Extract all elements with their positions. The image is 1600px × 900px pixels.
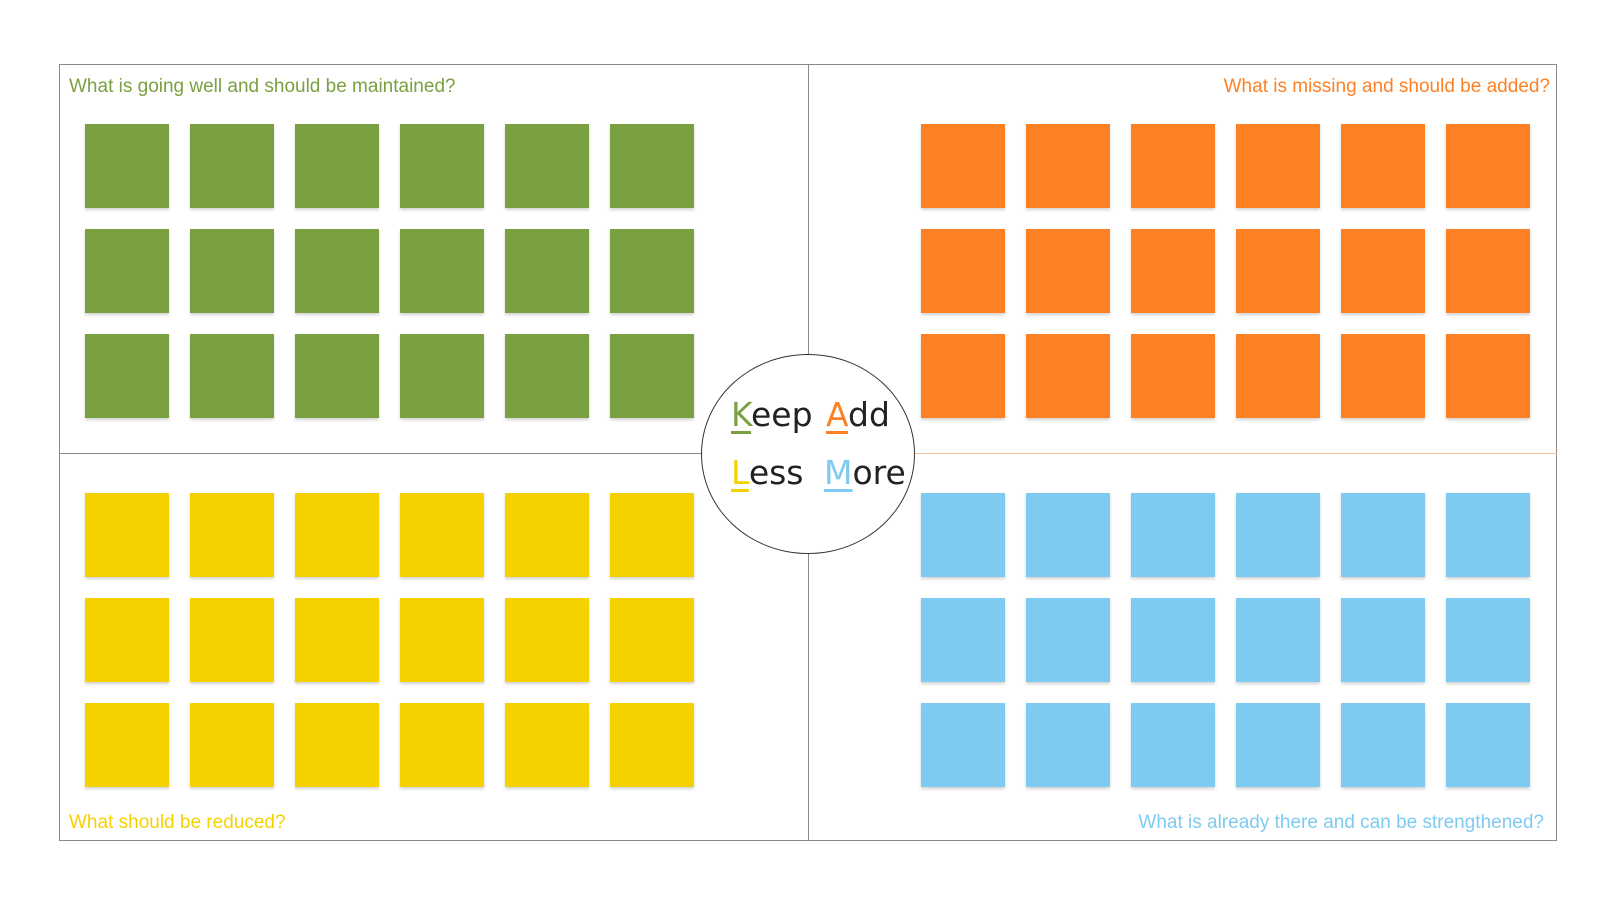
keep-sticky-note[interactable] xyxy=(505,229,589,313)
less-sticky-note[interactable] xyxy=(295,703,379,787)
more-sticky-note[interactable] xyxy=(1131,703,1215,787)
keep-sticky-note[interactable] xyxy=(295,229,379,313)
more-label: More xyxy=(824,453,906,492)
more-sticky-note[interactable] xyxy=(1026,703,1110,787)
less-sticky-note[interactable] xyxy=(400,598,484,682)
keep-sticky-note[interactable] xyxy=(85,124,169,208)
less-sticky-note[interactable] xyxy=(610,493,694,577)
keep-sticky-note[interactable] xyxy=(400,124,484,208)
add-sticky-note[interactable] xyxy=(1026,334,1110,418)
more-sticky-note[interactable] xyxy=(1236,598,1320,682)
add-notes-grid xyxy=(921,124,1530,418)
more-rest: ore xyxy=(852,453,906,492)
less-sticky-note[interactable] xyxy=(610,598,694,682)
add-question: What is missing and should be added? xyxy=(1223,76,1550,97)
add-sticky-note[interactable] xyxy=(921,334,1005,418)
add-sticky-note[interactable] xyxy=(1341,229,1425,313)
less-sticky-note[interactable] xyxy=(190,598,274,682)
add-sticky-note[interactable] xyxy=(1131,229,1215,313)
more-sticky-note[interactable] xyxy=(1446,703,1530,787)
add-rest: dd xyxy=(848,395,890,434)
more-sticky-note[interactable] xyxy=(1131,493,1215,577)
keep-sticky-note[interactable] xyxy=(295,334,379,418)
keep-sticky-note[interactable] xyxy=(400,229,484,313)
keep-sticky-note[interactable] xyxy=(295,124,379,208)
add-sticky-note[interactable] xyxy=(921,124,1005,208)
less-label: Less xyxy=(731,453,804,492)
more-sticky-note[interactable] xyxy=(1026,493,1110,577)
add-initial: A xyxy=(826,395,848,434)
keep-sticky-note[interactable] xyxy=(610,124,694,208)
less-sticky-note[interactable] xyxy=(295,598,379,682)
more-sticky-note[interactable] xyxy=(1026,598,1110,682)
less-initial: L xyxy=(731,453,749,492)
keep-initial: K xyxy=(731,395,751,434)
keep-sticky-note[interactable] xyxy=(400,334,484,418)
more-initial: M xyxy=(824,453,853,492)
more-sticky-note[interactable] xyxy=(1131,598,1215,682)
keep-sticky-note[interactable] xyxy=(190,229,274,313)
keep-sticky-note[interactable] xyxy=(610,229,694,313)
more-sticky-note[interactable] xyxy=(1446,493,1530,577)
more-sticky-note[interactable] xyxy=(1446,598,1530,682)
keep-sticky-note[interactable] xyxy=(190,124,274,208)
less-sticky-note[interactable] xyxy=(505,703,589,787)
more-sticky-note[interactable] xyxy=(1341,703,1425,787)
less-question: What should be reduced? xyxy=(69,812,286,833)
more-sticky-note[interactable] xyxy=(1341,598,1425,682)
less-sticky-note[interactable] xyxy=(190,703,274,787)
keep-sticky-note[interactable] xyxy=(85,334,169,418)
more-sticky-note[interactable] xyxy=(921,703,1005,787)
add-sticky-note[interactable] xyxy=(1446,124,1530,208)
keep-rest: eep xyxy=(751,395,813,434)
add-sticky-note[interactable] xyxy=(1236,229,1320,313)
more-sticky-note[interactable] xyxy=(921,493,1005,577)
more-sticky-note[interactable] xyxy=(1341,493,1425,577)
keep-sticky-note[interactable] xyxy=(610,334,694,418)
add-sticky-note[interactable] xyxy=(1026,229,1110,313)
more-sticky-note[interactable] xyxy=(1236,703,1320,787)
more-question: What is already there and can be strengt… xyxy=(1138,812,1544,833)
add-sticky-note[interactable] xyxy=(1131,334,1215,418)
add-sticky-note[interactable] xyxy=(1446,334,1530,418)
add-sticky-note[interactable] xyxy=(1236,124,1320,208)
add-label: Add xyxy=(826,395,890,434)
horizontal-divider-right xyxy=(809,453,1557,454)
less-notes-grid xyxy=(85,493,694,787)
add-sticky-note[interactable] xyxy=(1131,124,1215,208)
less-rest: ess xyxy=(748,453,804,492)
add-sticky-note[interactable] xyxy=(1236,334,1320,418)
less-sticky-note[interactable] xyxy=(85,598,169,682)
keep-sticky-note[interactable] xyxy=(505,334,589,418)
less-sticky-note[interactable] xyxy=(85,703,169,787)
keep-question: What is going well and should be maintai… xyxy=(69,76,456,97)
horizontal-divider-left xyxy=(59,453,809,454)
more-sticky-note[interactable] xyxy=(921,598,1005,682)
keep-sticky-note[interactable] xyxy=(190,334,274,418)
keep-sticky-note[interactable] xyxy=(505,124,589,208)
keep-sticky-note[interactable] xyxy=(85,229,169,313)
keep-label: Keep xyxy=(731,395,813,434)
add-sticky-note[interactable] xyxy=(921,229,1005,313)
more-sticky-note[interactable] xyxy=(1236,493,1320,577)
less-sticky-note[interactable] xyxy=(505,598,589,682)
add-sticky-note[interactable] xyxy=(1026,124,1110,208)
less-sticky-note[interactable] xyxy=(190,493,274,577)
less-sticky-note[interactable] xyxy=(400,703,484,787)
less-sticky-note[interactable] xyxy=(610,703,694,787)
keep-notes-grid xyxy=(85,124,694,418)
add-sticky-note[interactable] xyxy=(1341,334,1425,418)
less-sticky-note[interactable] xyxy=(295,493,379,577)
center-circle xyxy=(701,354,915,554)
add-sticky-note[interactable] xyxy=(1341,124,1425,208)
more-notes-grid xyxy=(921,493,1530,787)
less-sticky-note[interactable] xyxy=(505,493,589,577)
less-sticky-note[interactable] xyxy=(400,493,484,577)
add-sticky-note[interactable] xyxy=(1446,229,1530,313)
less-sticky-note[interactable] xyxy=(85,493,169,577)
